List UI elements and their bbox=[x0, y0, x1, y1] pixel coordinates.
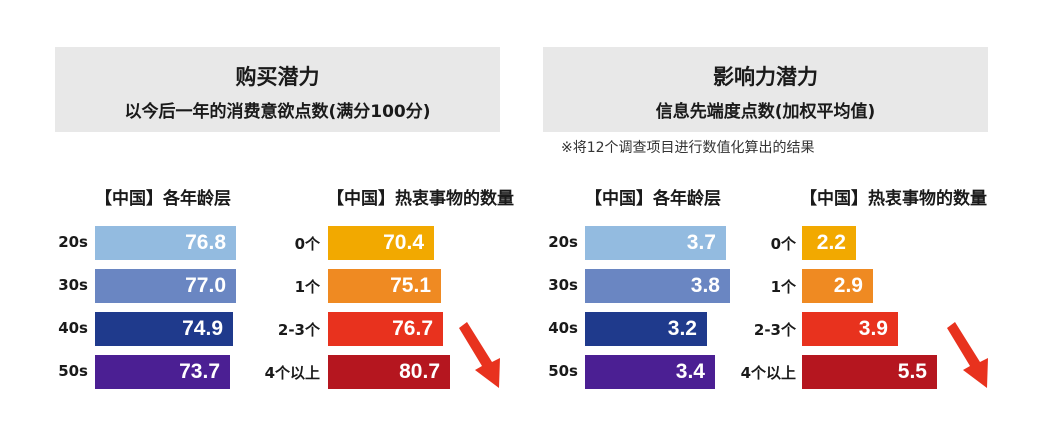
bar: 3.2 bbox=[585, 312, 707, 346]
chart-subtitle: 【中国】各年龄层 bbox=[95, 189, 231, 209]
category-label: 2-3个 bbox=[277, 321, 320, 339]
bar: 80.7 bbox=[328, 355, 450, 389]
bar: 74.9 bbox=[95, 312, 233, 346]
bar-value-label: 3.4 bbox=[675, 360, 705, 383]
bar: 3.7 bbox=[585, 226, 726, 260]
trend-arrow-right-shape bbox=[947, 322, 988, 388]
category-label: 20s bbox=[58, 233, 88, 251]
category-label: 40s bbox=[548, 319, 578, 337]
bar-value-label: 5.5 bbox=[897, 360, 927, 383]
chart-subtitle: 【中国】热衷事物的数量 bbox=[800, 189, 987, 209]
bar: 3.8 bbox=[585, 269, 730, 303]
chart-subtitle: 【中国】热衷事物的数量 bbox=[327, 189, 514, 209]
influence-subtitle: 信息先端度点数(加权平均值) bbox=[655, 102, 876, 122]
category-label: 2-3个 bbox=[753, 321, 796, 339]
purchase-title: 购买潜力 bbox=[235, 65, 320, 89]
category-label: 0个 bbox=[294, 235, 320, 253]
bar: 5.5 bbox=[802, 355, 937, 389]
bar-value-label: 3.2 bbox=[667, 317, 697, 340]
bar-value-label: 76.7 bbox=[392, 317, 433, 340]
bar-value-label: 3.7 bbox=[686, 231, 716, 254]
influence-header: 影响力潜力 信息先端度点数(加权平均值) bbox=[543, 47, 988, 132]
bar-value-label: 73.7 bbox=[179, 360, 220, 383]
purchase-header: 购买潜力 以今后一年的消费意欲点数(满分100分) bbox=[55, 47, 500, 132]
bar-value-label: 3.9 bbox=[858, 317, 888, 340]
bar: 2.2 bbox=[802, 226, 856, 260]
category-label: 4个以上 bbox=[264, 364, 320, 382]
category-label: 50s bbox=[58, 362, 88, 380]
bar: 70.4 bbox=[328, 226, 434, 260]
bar: 2.9 bbox=[802, 269, 873, 303]
bar: 77.0 bbox=[95, 269, 236, 303]
bar-value-label: 75.1 bbox=[390, 274, 431, 297]
trend-arrow-left-shape bbox=[459, 322, 500, 388]
bar-value-label: 80.7 bbox=[399, 360, 440, 383]
category-label: 1个 bbox=[770, 278, 796, 296]
bar: 3.9 bbox=[802, 312, 898, 346]
purchase-subtitle: 以今后一年的消费意欲点数(满分100分) bbox=[124, 102, 431, 122]
trend-arrow-right bbox=[947, 322, 988, 388]
category-label: 40s bbox=[58, 319, 88, 337]
bar-value-label: 74.9 bbox=[182, 317, 223, 340]
bar: 76.7 bbox=[328, 312, 443, 346]
bar-value-label: 2.9 bbox=[833, 274, 863, 297]
category-label: 0个 bbox=[770, 235, 796, 253]
category-label: 30s bbox=[548, 276, 578, 294]
trend-arrow-left bbox=[459, 322, 500, 388]
bar-value-label: 70.4 bbox=[383, 231, 424, 254]
bar: 76.8 bbox=[95, 226, 236, 260]
bar-value-label: 2.2 bbox=[816, 231, 846, 254]
category-label: 50s bbox=[548, 362, 578, 380]
bar-value-label: 77.0 bbox=[185, 274, 226, 297]
footnote: ※将12个调查项目进行数值化算出的结果 bbox=[561, 140, 815, 156]
category-label: 30s bbox=[58, 276, 88, 294]
category-label: 1个 bbox=[294, 278, 320, 296]
bar-value-label: 3.8 bbox=[690, 274, 720, 297]
bar: 75.1 bbox=[328, 269, 441, 303]
bar: 73.7 bbox=[95, 355, 230, 389]
influence-title: 影响力潜力 bbox=[713, 65, 818, 89]
category-label: 20s bbox=[548, 233, 578, 251]
bar-value-label: 76.8 bbox=[185, 231, 226, 254]
category-label: 4个以上 bbox=[740, 364, 796, 382]
chart-subtitle: 【中国】各年龄层 bbox=[585, 189, 721, 209]
bar: 3.4 bbox=[585, 355, 715, 389]
